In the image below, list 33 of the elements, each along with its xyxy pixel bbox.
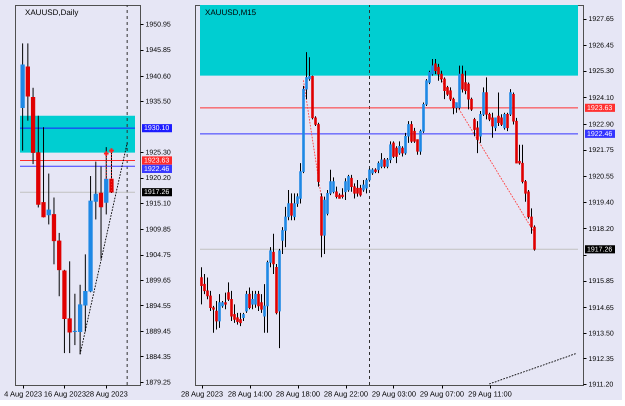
candlestick	[359, 184, 362, 198]
candlestick	[461, 65, 464, 94]
candlestick	[215, 300, 218, 330]
candlestick	[503, 112, 506, 130]
candlestick	[392, 140, 395, 159]
candlestick	[248, 287, 251, 310]
candlestick	[380, 152, 383, 169]
candlestick	[224, 292, 227, 310]
candlestick	[98, 166, 104, 260]
candlestick	[362, 180, 365, 192]
candlestick	[497, 92, 500, 127]
candlestick	[239, 312, 242, 327]
candlestick	[218, 294, 221, 328]
candlestick	[46, 173, 51, 225]
candlestick	[401, 146, 404, 157]
candlestick	[344, 178, 347, 200]
candlestick	[293, 192, 296, 221]
candlestick	[200, 266, 203, 305]
candlestick	[245, 290, 248, 314]
chart-title: XAUUSD,M15	[205, 8, 257, 17]
chart-title: XAUUSD,Daily	[25, 8, 78, 17]
candlestick	[356, 180, 359, 198]
candlestick	[383, 158, 386, 169]
candlestick	[254, 290, 257, 308]
candlestick	[251, 290, 254, 310]
candlestick	[485, 76, 488, 120]
candlestick	[389, 140, 392, 164]
candlestick	[290, 192, 293, 221]
candlestick	[437, 63, 440, 82]
candlestick	[410, 120, 413, 144]
candlestick	[257, 290, 260, 312]
candlestick	[395, 146, 398, 164]
candlestick	[491, 112, 494, 138]
